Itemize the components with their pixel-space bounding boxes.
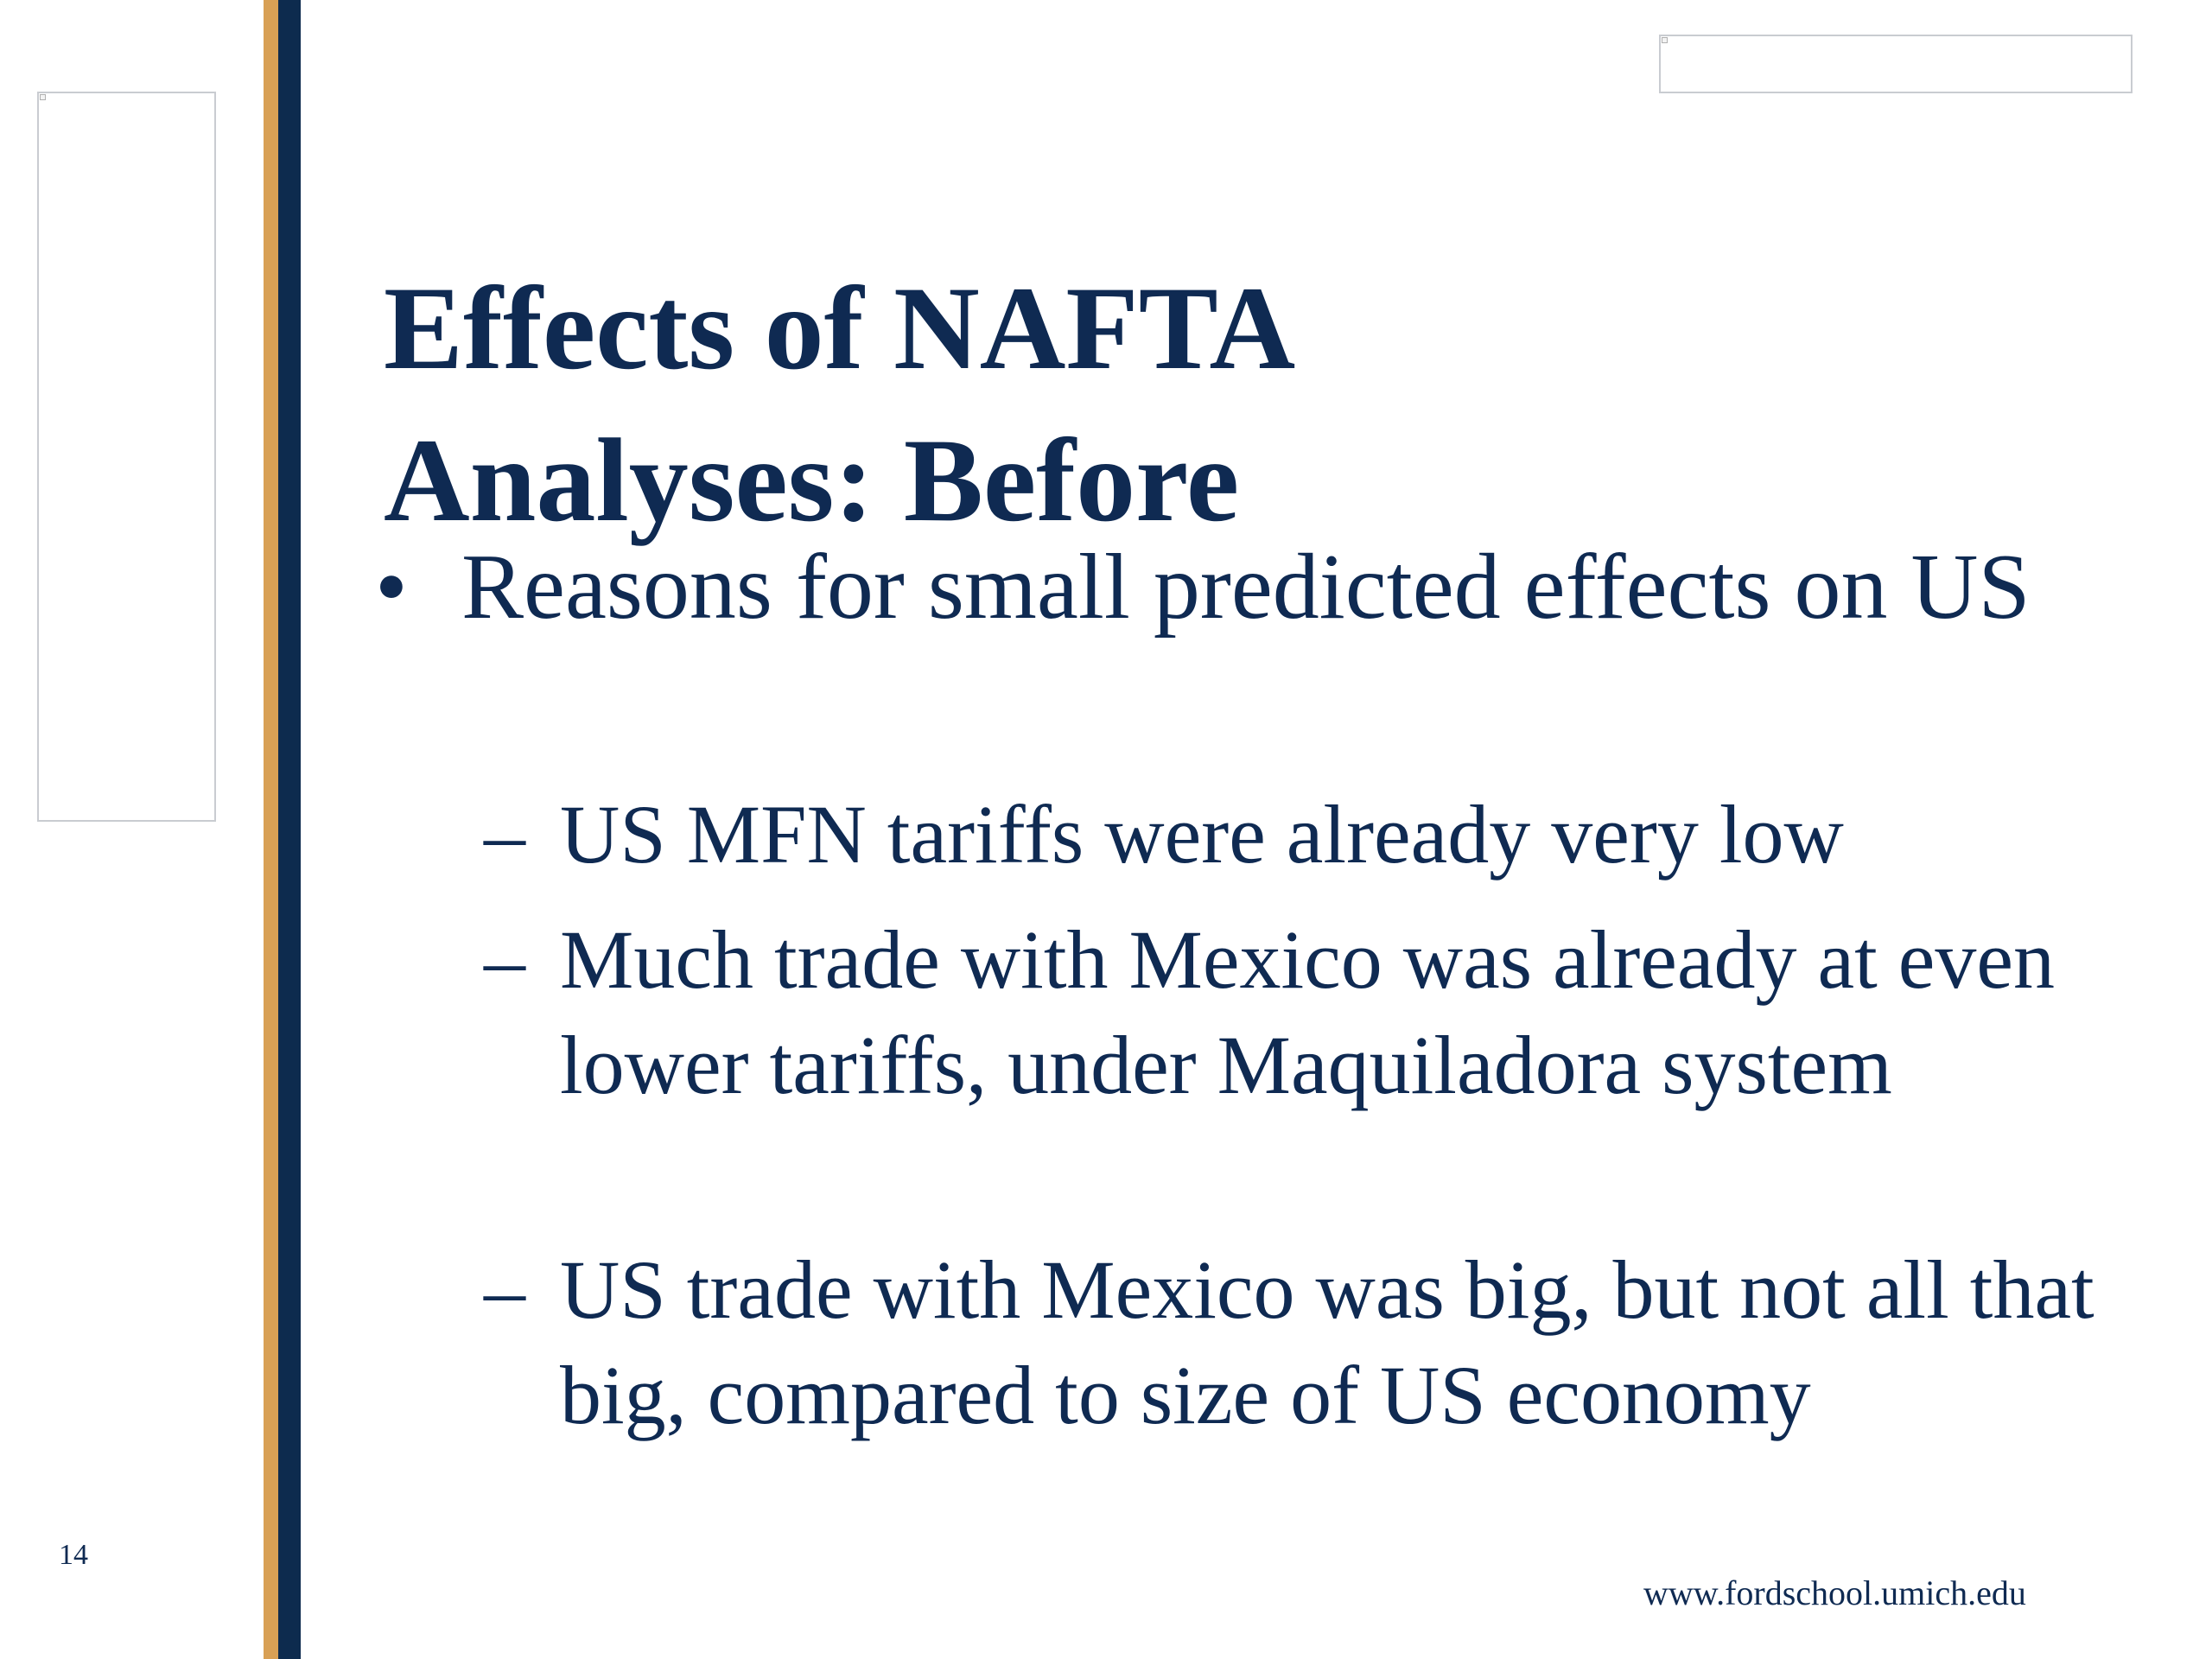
dash-marker: – bbox=[484, 913, 525, 1006]
main-bullet-text: Reasons for small predicted effects on U… bbox=[461, 536, 2031, 639]
footer-url: www.fordschool.umich.edu bbox=[1643, 1573, 2026, 1612]
left-panel: 14 bbox=[0, 0, 264, 1659]
dash-marker: – bbox=[484, 1243, 525, 1336]
navy-stripe bbox=[278, 0, 301, 1659]
image-placeholder-left bbox=[37, 92, 216, 822]
bullet-marker: • bbox=[375, 536, 408, 639]
sub-bullet-text: US trade with Mexico was big, but not al… bbox=[560, 1243, 2094, 1441]
broken-image-icon bbox=[1662, 37, 1668, 43]
dash-marker: – bbox=[484, 788, 525, 880]
sub-bullet-text: Much trade with Mexico was already at ev… bbox=[560, 913, 2056, 1111]
sub-bullet-text: US MFN tariffs were already very low bbox=[560, 788, 1844, 880]
slide-title: Effects of NAFTA Analyses: Before bbox=[384, 252, 1295, 556]
image-placeholder-top bbox=[1659, 35, 2133, 93]
slide-number: 14 bbox=[59, 1539, 88, 1571]
broken-image-icon bbox=[40, 94, 46, 100]
gold-stripe bbox=[264, 0, 278, 1659]
title-line-2: Analyses: Before bbox=[384, 414, 1240, 546]
title-line-1: Effects of NAFTA bbox=[384, 262, 1296, 394]
